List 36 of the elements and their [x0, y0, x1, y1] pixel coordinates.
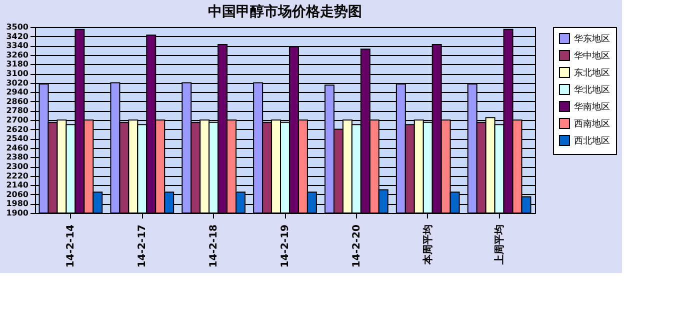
x-tick-label: 14-2-19 — [280, 224, 291, 268]
legend-label: 西南地区 — [574, 118, 610, 130]
y-tick-label: 2060 — [6, 190, 29, 199]
x-tick-label: 14-2-18 — [208, 224, 220, 268]
legend-label: 东北地区 — [574, 68, 610, 78]
y-tick-label: 2780 — [6, 106, 29, 116]
legend-label: 华北地区 — [574, 84, 610, 96]
y-tick-label: 3420 — [6, 32, 29, 41]
y-tick-label: 3180 — [6, 60, 29, 69]
y-tick-label: 3020 — [6, 78, 29, 88]
y-tick-label: 2940 — [6, 88, 29, 97]
y-tick-label: 2620 — [6, 124, 29, 134]
y-tick-label: 2380 — [6, 152, 29, 162]
y-tick-label: 3340 — [6, 41, 29, 50]
x-tick-label: 14-2-14 — [66, 224, 77, 268]
y-tick-label: 2700 — [6, 116, 29, 124]
y-tick-label: 1980 — [6, 199, 29, 208]
legend-label: 华南地区 — [574, 102, 610, 112]
y-tick-label: 2460 — [6, 143, 29, 152]
legend-label: 西北地区 — [574, 136, 610, 146]
y-tick-label: 2220 — [6, 171, 29, 180]
legend-label: 华中地区 — [574, 50, 610, 62]
y-tick-label: 2860 — [6, 96, 29, 106]
y-tick-label: 2140 — [6, 180, 29, 190]
y-tick-label: 2300 — [6, 162, 29, 171]
y-tick-label: 3500 — [6, 22, 29, 32]
x-tick-label: 本周平均 — [422, 224, 434, 266]
y-tick-label: 2540 — [6, 134, 29, 144]
x-tick-label: 14-2-17 — [137, 224, 148, 268]
legend-label: 华东地区 — [574, 34, 610, 44]
y-tick-label: 1900 — [6, 208, 29, 218]
y-tick-label: 3100 — [6, 69, 29, 78]
x-tick-label: 14-2-20 — [351, 224, 362, 268]
y-tick-label: 3260 — [6, 50, 29, 60]
x-tick-label: 上周平均 — [493, 224, 506, 266]
chart-title: 中国甲醇市场价格走势图 — [208, 3, 362, 20]
